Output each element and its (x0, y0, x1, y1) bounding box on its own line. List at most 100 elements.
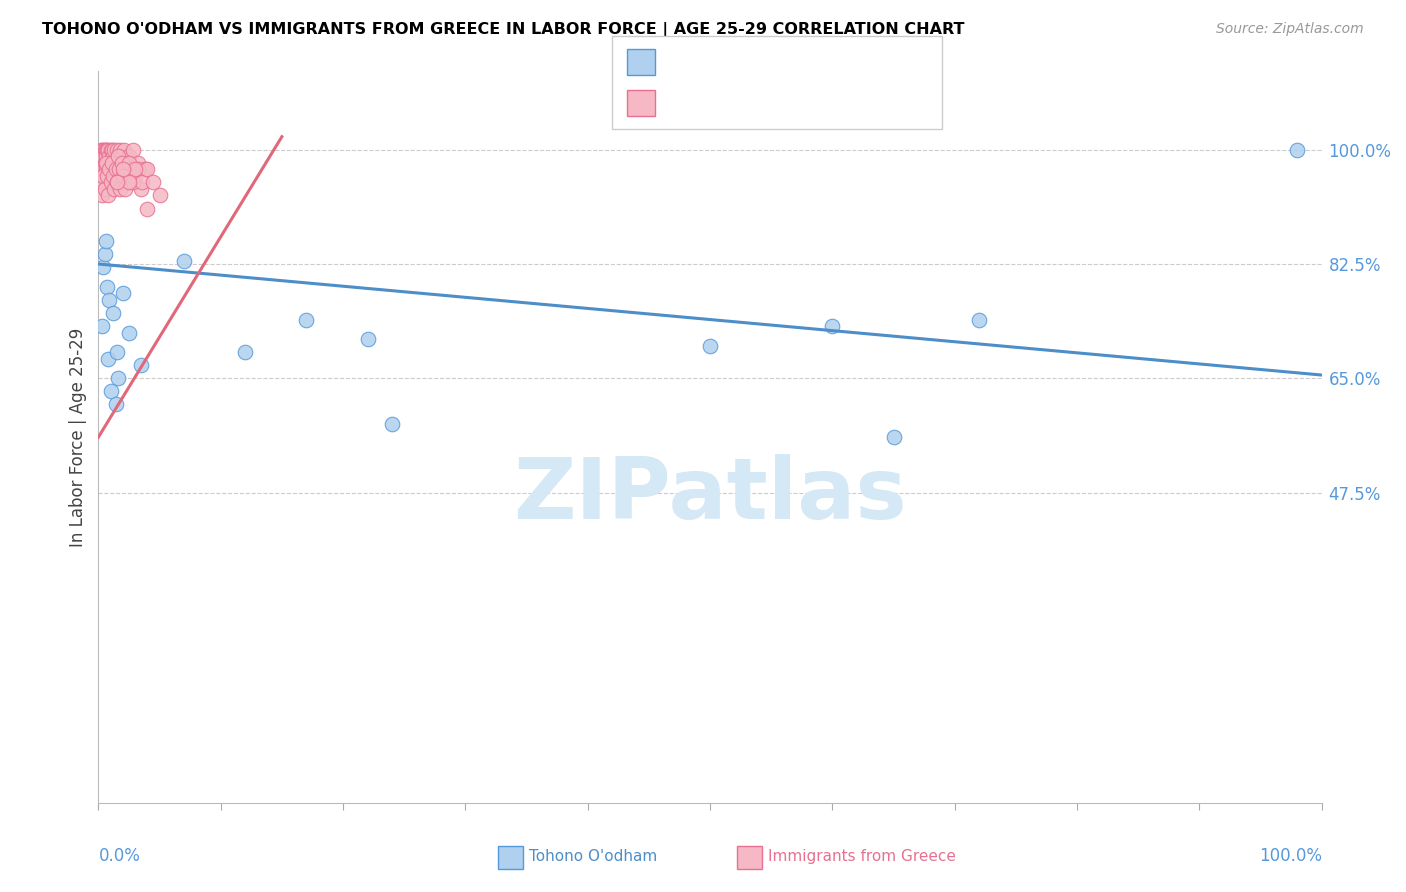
Point (356, 332, 378, 346)
Point (134, 162, 156, 177)
Point (114, 156, 136, 170)
Point (107, 149, 129, 163)
Point (98, 293, 121, 307)
Point (136, 162, 159, 177)
Point (118, 175, 141, 189)
Point (100, 156, 122, 170)
Point (103, 182, 125, 196)
Point (121, 143, 143, 157)
Point (91, 162, 114, 177)
Point (90, 162, 112, 177)
Point (100, 175, 122, 189)
Text: N = 81: N = 81 (794, 95, 862, 112)
Point (142, 175, 165, 189)
Point (105, 162, 128, 177)
Point (111, 169, 134, 183)
Text: N = 25: N = 25 (794, 53, 862, 70)
Point (118, 156, 141, 170)
Text: 0.266: 0.266 (707, 95, 776, 112)
Point (124, 169, 146, 183)
Point (98, 149, 121, 163)
Point (111, 156, 134, 170)
Point (883, 430, 905, 444)
Point (111, 149, 134, 163)
Point (101, 143, 124, 157)
Point (94, 143, 117, 157)
Point (127, 162, 149, 177)
Point (91, 188, 114, 202)
Point (131, 175, 153, 189)
Point (93, 156, 115, 170)
Point (111, 162, 134, 177)
Text: ZIPatlas: ZIPatlas (513, 454, 907, 537)
Point (110, 169, 132, 183)
Point (91, 149, 114, 163)
Point (105, 345, 128, 359)
Point (93, 247, 115, 261)
Point (100, 143, 122, 157)
Y-axis label: In Labor Force | Age 25-29: In Labor Force | Age 25-29 (69, 327, 87, 547)
Point (103, 156, 125, 170)
Point (93, 143, 115, 157)
Text: 100.0%: 100.0% (1258, 847, 1322, 864)
Point (96, 156, 118, 170)
Point (381, 417, 404, 431)
Point (295, 312, 318, 326)
Point (94, 162, 117, 177)
Point (173, 253, 195, 268)
Point (97, 188, 120, 202)
Point (129, 358, 152, 372)
Point (103, 143, 125, 157)
Point (91, 143, 114, 157)
Text: TOHONO O'ODHAM VS IMMIGRANTS FROM GREECE IN LABOR FORCE | AGE 25-29 CORRELATION : TOHONO O'ODHAM VS IMMIGRANTS FROM GREECE… (42, 22, 965, 38)
Point (93, 169, 115, 183)
Text: R =: R = (664, 95, 700, 112)
Text: R =: R = (664, 53, 700, 70)
Point (114, 182, 136, 196)
Text: Immigrants from Greece: Immigrants from Greece (768, 849, 956, 863)
Point (136, 202, 159, 216)
Point (91, 143, 114, 157)
Point (90, 156, 112, 170)
Text: 0.0%: 0.0% (98, 847, 141, 864)
Point (101, 162, 124, 177)
Point (91, 169, 114, 183)
Point (105, 175, 128, 189)
Point (1286, 143, 1309, 157)
Point (96, 169, 118, 183)
Point (127, 156, 149, 170)
Point (104, 175, 127, 189)
Point (110, 143, 132, 157)
Point (129, 182, 152, 196)
Point (120, 162, 142, 177)
Point (94, 149, 117, 163)
Point (91, 169, 114, 183)
Point (97, 143, 120, 157)
Point (96, 280, 118, 294)
Point (90, 143, 112, 157)
Point (91, 260, 114, 275)
Point (104, 162, 127, 177)
Text: Tohono O'odham: Tohono O'odham (529, 849, 657, 863)
Point (91, 149, 114, 163)
Point (98, 162, 121, 177)
Point (112, 143, 135, 157)
Point (97, 351, 120, 366)
Text: -0.240: -0.240 (707, 53, 772, 70)
Point (121, 175, 143, 189)
Point (117, 175, 139, 189)
Point (93, 182, 115, 196)
Point (101, 149, 124, 163)
Point (101, 169, 124, 183)
Point (91, 319, 114, 334)
Point (101, 156, 124, 170)
Point (94, 156, 117, 170)
Point (90, 175, 112, 189)
Point (96, 169, 118, 183)
Point (96, 143, 118, 157)
Point (118, 326, 141, 340)
Point (94, 234, 117, 248)
Point (107, 149, 129, 163)
Point (149, 188, 172, 202)
Point (111, 286, 134, 301)
